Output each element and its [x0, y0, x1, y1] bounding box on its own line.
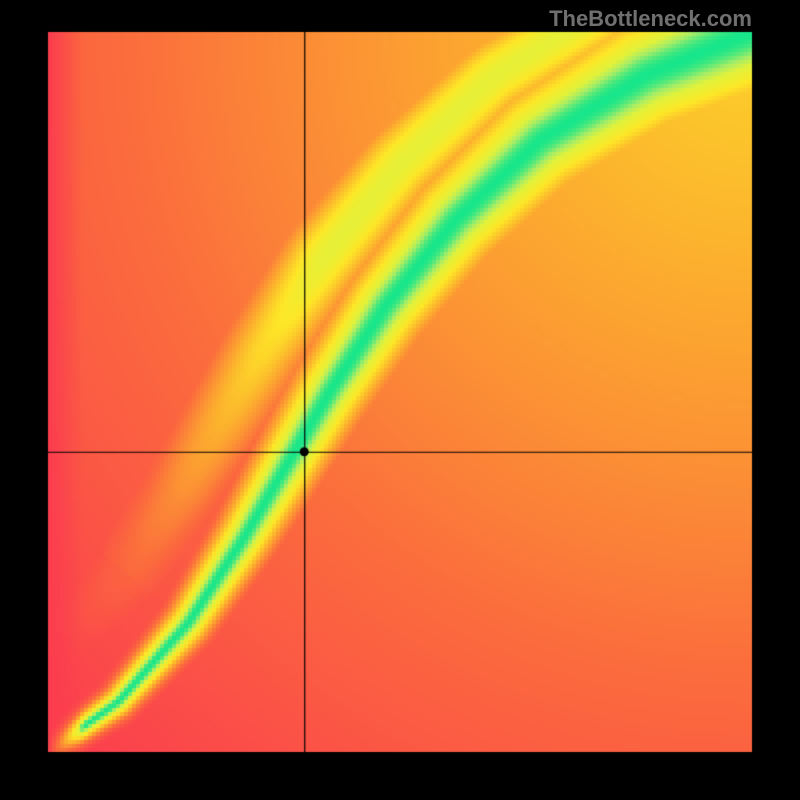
figure-root: TheBottleneck.com — [0, 0, 800, 800]
watermark-label: TheBottleneck.com — [549, 6, 752, 32]
bottleneck-heatmap — [0, 0, 800, 800]
